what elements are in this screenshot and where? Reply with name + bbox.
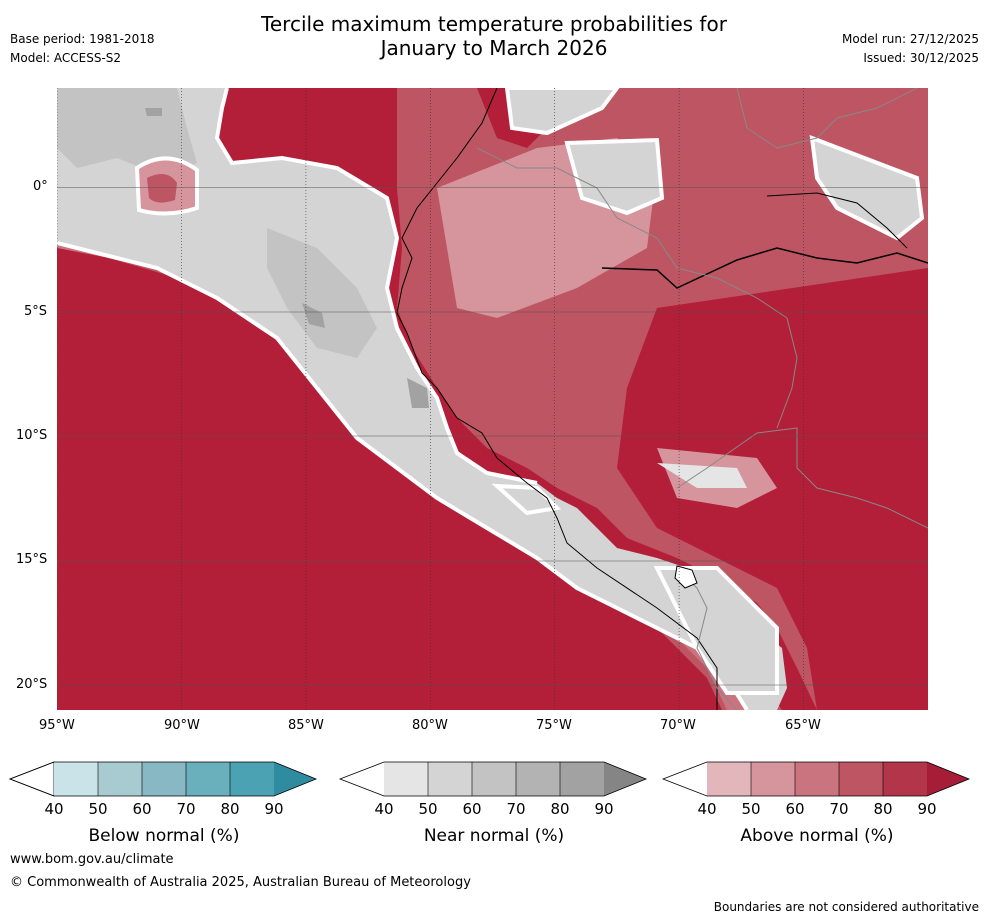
issued-date: Issued: 30/12/2025: [863, 51, 979, 65]
near-tick-70: 70: [506, 800, 526, 818]
near-normal-boundary-east: [214, 88, 538, 485]
colorbar-near-60: [428, 762, 472, 796]
lon-label-80w: 80°W: [412, 718, 448, 733]
near-normal-70-patch-2: [267, 228, 377, 358]
colorbar-near-normal: [338, 761, 648, 797]
galapagos-core: [147, 174, 177, 203]
colorbar-near-50: [384, 762, 428, 796]
colorbar-below-60: [98, 762, 142, 796]
lat-label-5s: 5°S: [24, 304, 48, 319]
above-tick-90: 90: [917, 800, 937, 818]
colorbar-above-90: [883, 762, 927, 796]
below-tick-80: 80: [220, 800, 240, 818]
below-tick-60: 60: [132, 800, 152, 818]
near-normal-90-patch-2: [407, 378, 429, 408]
near-normal-patch-peru: [657, 463, 747, 488]
colorbar-below-40: [8, 761, 55, 797]
colorbar-below-90: [230, 762, 274, 796]
colorbar-below-outline: [8, 761, 318, 797]
near-normal-90-patch-3: [145, 108, 162, 116]
border-bolivia-brazil: [676, 427, 928, 529]
coastline: [396, 88, 718, 710]
lat-label-20s: 20°S: [16, 677, 48, 692]
near-normal-boundary-south: [57, 241, 749, 710]
colorbar-above-50: [707, 762, 751, 796]
lat-label-10s: 10°S: [16, 428, 48, 443]
colorbar-near-70: [472, 762, 516, 796]
title-line-2: January to March 2026: [380, 36, 608, 60]
colorbar-above-70: [795, 762, 839, 796]
colorbar-below-extend: [274, 762, 316, 796]
lat-label-0: 0°: [33, 179, 48, 194]
model-run: Model run: 27/12/2025: [841, 32, 979, 46]
title-line-1: Tercile maximum temperature probabilitie…: [261, 12, 727, 36]
lon-label-95w: 95°W: [39, 718, 75, 733]
colorbar-near-outline: [338, 761, 648, 797]
lake-titicaca: [674, 565, 698, 589]
colorbar-below-80: [186, 762, 230, 796]
colorbar-near-40: [340, 762, 384, 796]
near-tick-50: 50: [418, 800, 438, 818]
border-colombia-venezuela: [736, 88, 918, 149]
colorbar-near-80: [516, 762, 560, 796]
colorbar-above-60: [751, 762, 795, 796]
near-tick-80: 80: [550, 800, 570, 818]
above-tick-70: 70: [829, 800, 849, 818]
above-tick-60: 60: [785, 800, 805, 818]
copyright-notice: © Commonwealth of Australia 2025, Austra…: [10, 875, 471, 890]
below-tick-70: 70: [176, 800, 196, 818]
near-tick-60: 60: [462, 800, 482, 818]
model-name: Model: ACCESS-S2: [10, 51, 122, 65]
lon-label-75w: 75°W: [536, 718, 572, 733]
colorbar-below-70: [142, 762, 186, 796]
chart-title: Tercile maximum temperature probabilitie…: [0, 12, 988, 60]
lon-label-90w: 90°W: [164, 718, 200, 733]
above-normal-title: Above normal (%): [740, 826, 894, 846]
near-normal-patch-coast: [491, 483, 562, 516]
above-tick-50: 50: [741, 800, 761, 818]
near-normal-title: Near normal (%): [423, 826, 565, 846]
boundaries-disclaimer: Boundaries are not considered authoritat…: [713, 900, 979, 914]
colorbar-above-outline: [661, 761, 971, 797]
near-tick-90: 90: [594, 800, 614, 818]
lat-label-15s: 15°S: [16, 552, 48, 567]
colorbar-near-extend: [604, 762, 646, 796]
above-tick-80: 80: [873, 800, 893, 818]
below-tick-50: 50: [88, 800, 108, 818]
lon-label-65w: 65°W: [785, 718, 821, 733]
colorbar-near-90: [560, 762, 604, 796]
below-tick-90: 90: [264, 800, 284, 818]
colorbar-above-80: [839, 762, 883, 796]
probability-map: [57, 88, 928, 710]
colorbar-below-50: [54, 762, 98, 796]
near-normal-90-patch: [302, 303, 325, 328]
colorbar-above-40: [663, 762, 707, 796]
border-peru-north: [476, 147, 798, 429]
website-link[interactable]: www.bom.gov.au/climate: [10, 852, 174, 867]
colorbar-below-normal: [8, 761, 318, 797]
below-tick-40: 40: [44, 800, 64, 818]
near-normal-patch-north: [504, 88, 620, 136]
graticule-parallels: [57, 187, 928, 686]
base-period: Base period: 1981-2018: [10, 32, 155, 46]
amazon-river: [601, 247, 928, 289]
lon-label-70w: 70°W: [660, 718, 696, 733]
colorbar-above-normal: [661, 761, 971, 797]
lon-label-85w: 85°W: [288, 718, 324, 733]
near-tick-40: 40: [374, 800, 394, 818]
near-normal-patch-colombia: [564, 137, 665, 216]
colorbar-above-extend: [927, 762, 969, 796]
negro-river: [766, 192, 908, 249]
above-tick-40: 40: [697, 800, 717, 818]
below-normal-title: Below normal (%): [88, 826, 240, 846]
